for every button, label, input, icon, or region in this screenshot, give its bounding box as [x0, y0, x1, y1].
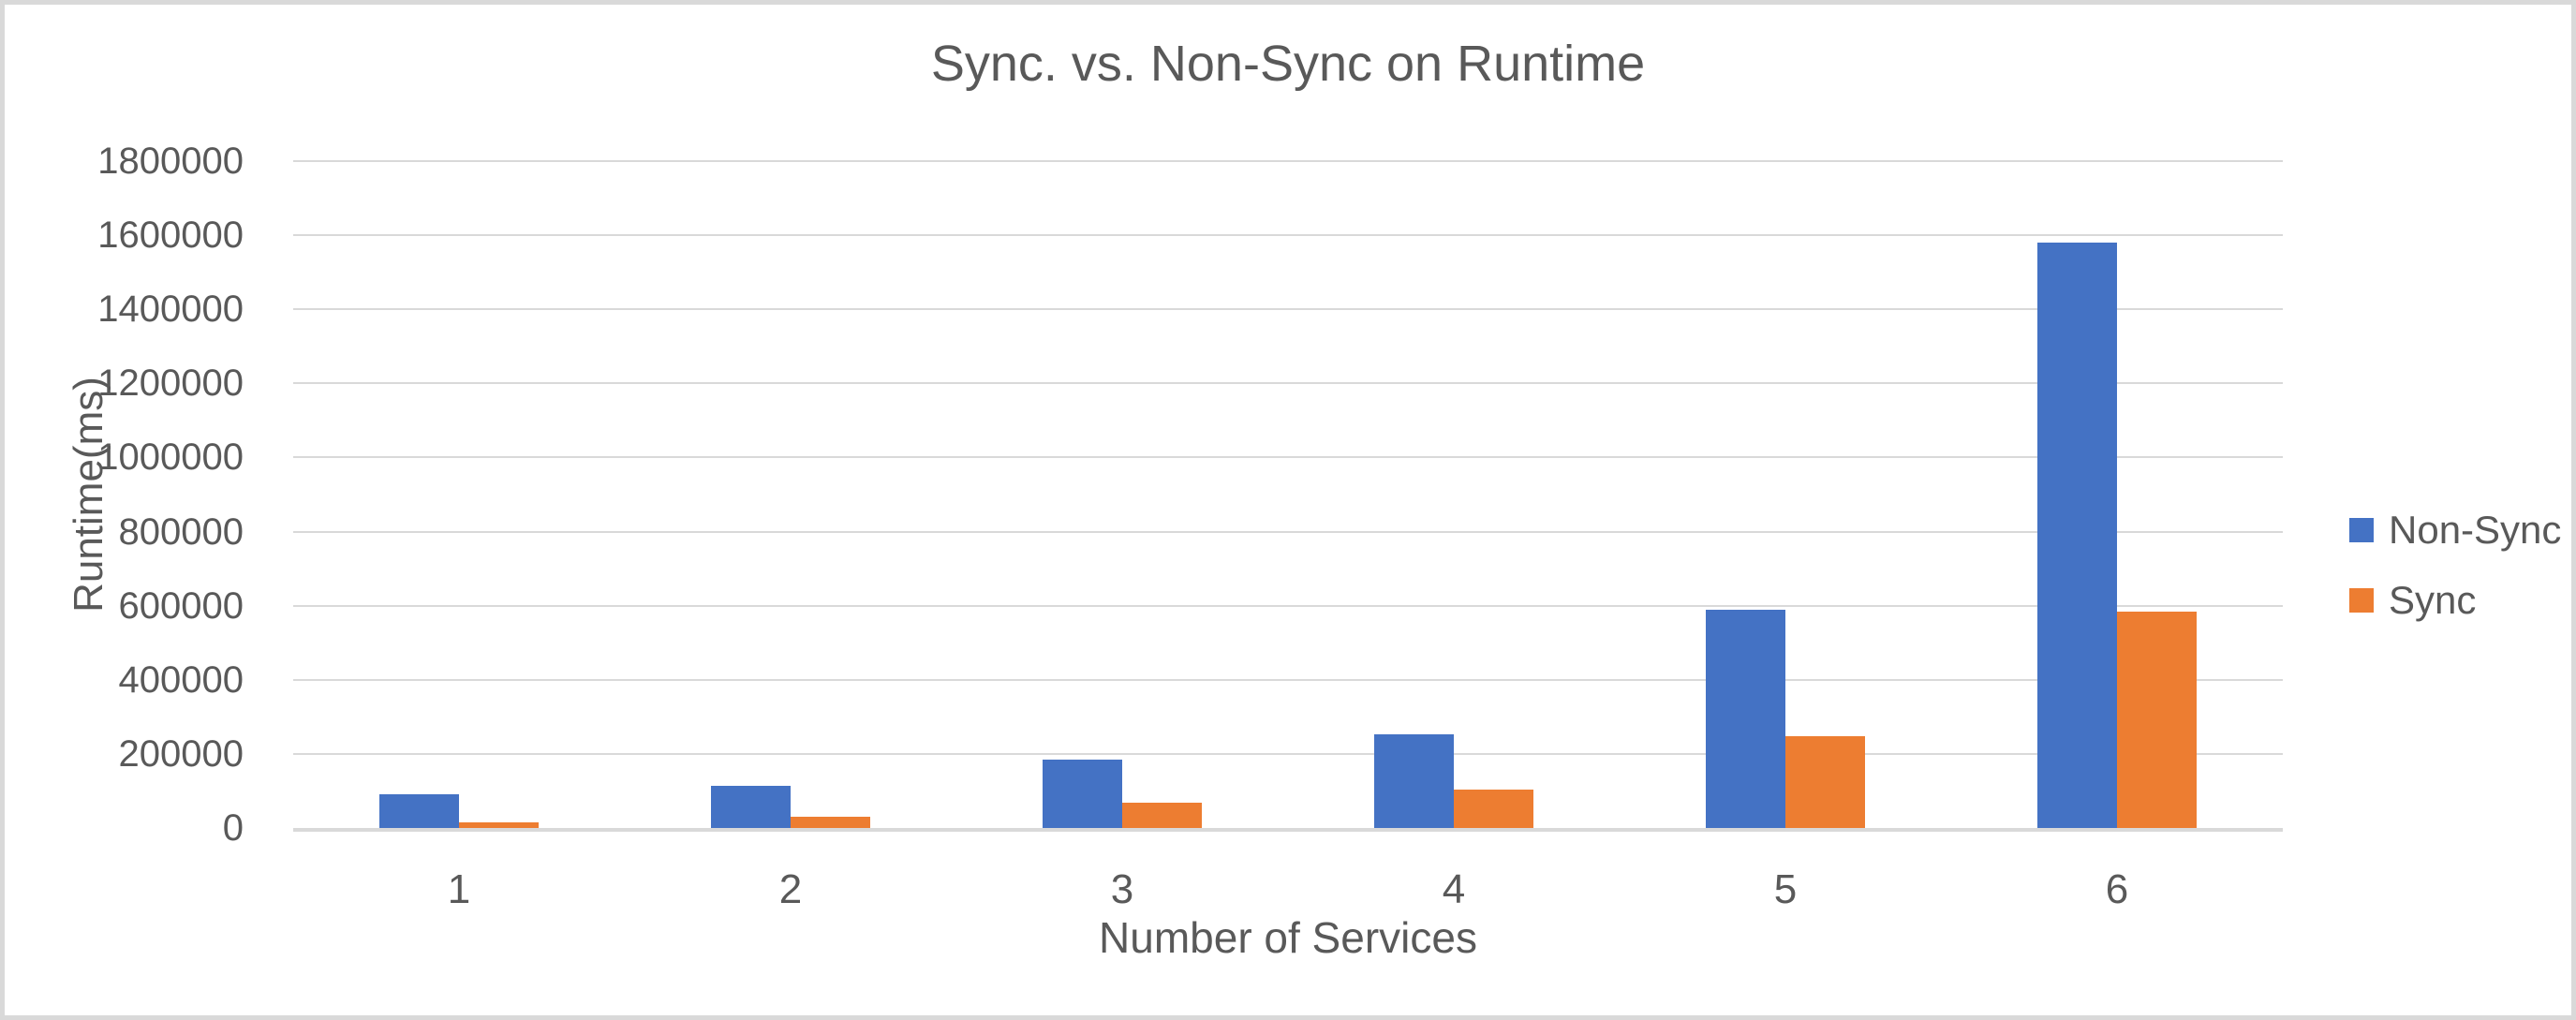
x-tick-label: 2	[778, 866, 803, 912]
x-tick-label: 5	[1773, 866, 1798, 912]
bar-sync-6	[2117, 612, 2197, 828]
x-axis-line	[293, 828, 2283, 832]
legend-swatch-icon	[2349, 518, 2374, 542]
gridline	[293, 530, 2283, 533]
gridline	[293, 604, 2283, 607]
y-tick-label: 0	[222, 807, 244, 849]
gridline	[293, 382, 2283, 385]
gridline	[293, 308, 2283, 311]
y-tick-label: 200000	[118, 732, 244, 775]
gridline	[293, 678, 2283, 681]
legend-label: Sync	[2389, 578, 2477, 622]
legend-label: Non-Sync	[2389, 508, 2562, 552]
x-tick-label: 4	[1442, 866, 1466, 912]
x-tick-label: 3	[1110, 866, 1134, 912]
chart-title: Sync. vs. Non-Sync on Runtime	[930, 36, 1646, 92]
bar-non-sync-2	[711, 785, 791, 828]
bar-sync-1	[459, 822, 539, 828]
x-tick-label: 6	[2105, 866, 2129, 912]
gridline	[293, 456, 2283, 459]
bar-sync-5	[1785, 736, 1865, 828]
bar-non-sync-4	[1374, 733, 1454, 828]
y-tick-label: 600000	[118, 584, 244, 627]
legend-item-non-sync: Non-Sync	[2349, 508, 2561, 553]
gridline	[293, 234, 2283, 237]
y-tick-label: 1800000	[97, 140, 244, 182]
legend-item-sync: Sync	[2349, 578, 2476, 623]
y-tick-label: 1600000	[97, 214, 244, 257]
y-tick-label: 400000	[118, 658, 244, 701]
y-tick-label: 1200000	[97, 362, 244, 405]
bar-non-sync-3	[1043, 759, 1122, 828]
gridline	[293, 160, 2283, 162]
bar-sync-2	[791, 817, 870, 828]
gridline	[293, 752, 2283, 755]
bar-sync-3	[1122, 803, 1202, 828]
legend-swatch-icon	[2349, 588, 2374, 613]
x-tick-label: 1	[447, 866, 471, 912]
bar-non-sync-1	[379, 794, 459, 828]
y-tick-label: 1000000	[97, 436, 244, 479]
y-tick-label: 1400000	[97, 288, 244, 331]
bar-non-sync-5	[1706, 610, 1785, 828]
x-axis-title: Number of Services	[1099, 913, 1477, 962]
bar-sync-4	[1454, 790, 1533, 828]
y-tick-label: 800000	[118, 510, 244, 553]
bar-non-sync-6	[2037, 243, 2117, 828]
